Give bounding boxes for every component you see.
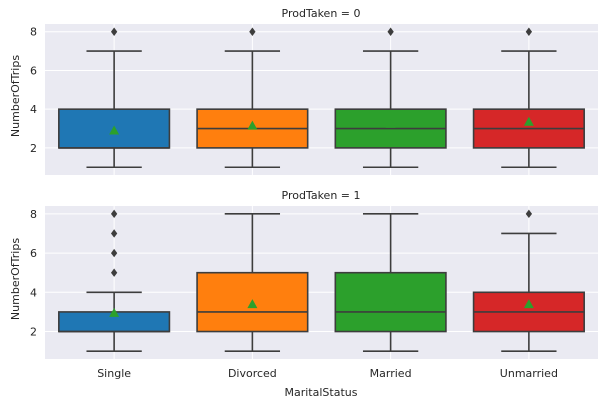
y-tick-label: 4: [30, 286, 37, 299]
box-divorced: [196, 213, 309, 352]
box-unmarried: [472, 209, 585, 352]
box-divorced: [196, 27, 309, 169]
outlier-point: [249, 27, 256, 36]
y-axis-label-top: NumberOfTrips: [9, 55, 22, 137]
mean-marker: [385, 118, 396, 128]
x-tick-label: Married: [370, 367, 412, 380]
y-axis-label-bottom: NumberOfTrips: [9, 238, 22, 320]
y-tick-label: 6: [30, 64, 37, 77]
mean-marker: [385, 296, 396, 306]
y-tick-label: 4: [30, 103, 37, 116]
panel-bottom: ProdTaken = 1 NumberOfTrips: [9, 189, 361, 320]
x-tick-label: Single: [97, 367, 131, 380]
panel-plot-0: 2 4 6 8: [30, 24, 598, 175]
x-tick-label: Divorced: [228, 367, 277, 380]
mean-marker: [109, 125, 120, 135]
mean-marker: [523, 299, 534, 309]
mean-marker: [247, 120, 258, 130]
y-tick-label: 8: [30, 26, 37, 39]
mean-marker: [247, 299, 258, 309]
box-married: [334, 213, 447, 352]
outlier-point: [525, 209, 533, 219]
outlier-point: [110, 27, 118, 36]
box-single: [58, 27, 171, 169]
outlier-point: [525, 27, 533, 36]
y-tick-label: 2: [30, 142, 37, 155]
outlier-point: [110, 268, 118, 277]
panel-title-top: ProdTaken = 0: [282, 7, 361, 20]
panel-title-bottom: ProdTaken = 1: [282, 189, 361, 202]
outlier-point: [110, 248, 118, 258]
outlier-point: [110, 209, 118, 219]
box-unmarried: [472, 27, 585, 169]
panel-top: ProdTaken = 0 NumberOfTrips: [9, 7, 361, 137]
x-tick-label: Unmarried: [500, 367, 558, 380]
box-married: [334, 27, 447, 169]
mean-marker: [109, 307, 120, 317]
y-tick-label: 8: [30, 208, 37, 221]
y-tick-label: 2: [30, 326, 37, 339]
panel-plot-1: 2 4 6 8: [30, 206, 598, 359]
mean-marker: [523, 116, 534, 126]
y-tick-label: 6: [30, 247, 37, 260]
box-single: [58, 209, 171, 352]
plot-background: [45, 24, 598, 175]
x-axis-label: MaritalStatus: [285, 386, 358, 399]
plot-background: [45, 206, 598, 359]
outlier-point: [110, 229, 118, 238]
outlier-point: [387, 27, 394, 36]
